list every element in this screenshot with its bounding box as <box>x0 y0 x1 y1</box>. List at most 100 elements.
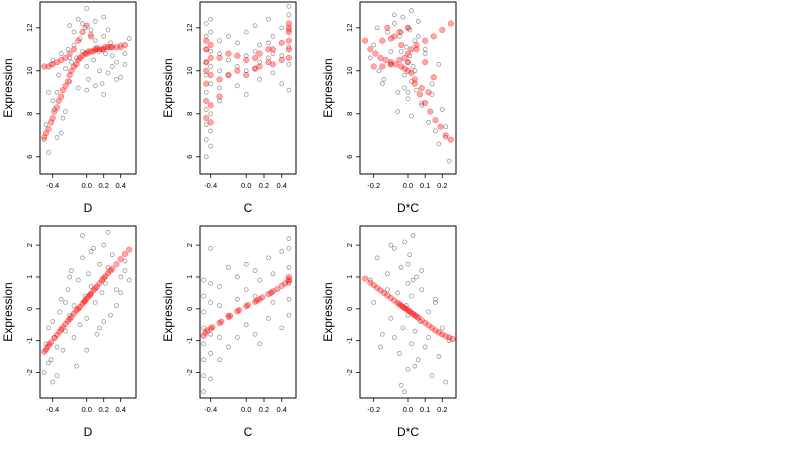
data-point <box>80 233 85 238</box>
x-tick-label: 0.0 <box>403 181 413 190</box>
x-tick-label: 0.0 <box>403 405 413 414</box>
y-axis-label: Expression <box>1 58 15 117</box>
data-point <box>67 79 73 84</box>
y-axis-label: Expression <box>1 282 15 341</box>
data-point <box>46 89 51 95</box>
data-point <box>279 249 285 254</box>
fitted-point <box>370 63 377 70</box>
data-point <box>226 57 231 63</box>
data-point <box>101 242 107 248</box>
x-axis-label: D*C <box>397 201 419 215</box>
data-point <box>201 309 206 315</box>
data-point <box>217 51 222 56</box>
data-point <box>234 296 240 302</box>
fitted-point <box>98 46 106 53</box>
fitted-point <box>401 65 408 72</box>
data-point <box>88 27 94 33</box>
fitted-point <box>398 63 405 70</box>
fitted-point <box>432 117 439 124</box>
data-point <box>208 331 214 337</box>
chart-panel-2: -0.4 0.0 0.2 0.4 6 8 10 12 C Expression <box>161 1 297 215</box>
data-point <box>217 357 222 363</box>
data-point <box>122 61 128 67</box>
data-point <box>46 325 51 331</box>
fitted-point <box>225 72 232 79</box>
x-tick-label: -0.4 <box>204 181 217 190</box>
fitted-point <box>64 78 72 85</box>
data-point <box>217 68 222 74</box>
fitted-point <box>411 76 418 83</box>
data-point <box>243 29 249 35</box>
fitted-point <box>92 46 99 53</box>
data-point <box>407 252 413 258</box>
data-point <box>279 53 285 59</box>
data-point <box>92 83 98 89</box>
data-point <box>388 242 394 248</box>
fitted-point <box>243 57 250 64</box>
data-point <box>84 64 90 69</box>
y-axis-label: Expression <box>161 282 175 341</box>
data-point <box>80 255 85 261</box>
fitted-point <box>285 273 292 281</box>
data-point <box>252 293 258 299</box>
data-point <box>109 64 115 69</box>
fitted-point <box>209 324 216 331</box>
data-point <box>279 325 285 331</box>
data-point <box>84 316 90 321</box>
fitted-point <box>278 57 285 64</box>
data-point <box>208 16 214 22</box>
data-point <box>266 16 271 22</box>
fitted-point <box>404 67 412 74</box>
fitted-point <box>207 119 214 126</box>
data-point <box>71 29 77 35</box>
x-tick-label: 0.4 <box>115 405 125 414</box>
fitted-point <box>259 294 266 301</box>
points-group <box>41 230 133 385</box>
fitted-point <box>45 125 52 132</box>
y-tick-label: 2 <box>25 243 34 247</box>
points-group <box>200 236 292 394</box>
data-point <box>257 277 262 283</box>
data-point <box>234 274 240 280</box>
data-point <box>208 376 214 382</box>
y-tick-label: 2 <box>185 243 194 247</box>
data-point <box>436 61 442 67</box>
data-point <box>114 287 119 293</box>
fitted-point <box>382 57 389 64</box>
fitted-point <box>413 313 420 320</box>
data-point <box>203 59 209 65</box>
data-point <box>243 322 249 328</box>
fitted-point <box>285 278 292 285</box>
fitted-point <box>285 54 292 61</box>
chart-panel-4: -0.4 0.0 0.2 0.4 -2 -1 0 1 2 D Expression <box>1 225 137 439</box>
y-tick-label: 8 <box>25 112 34 116</box>
data-point <box>446 158 452 164</box>
data-point <box>65 287 71 293</box>
data-point <box>378 344 383 350</box>
data-point <box>443 379 449 385</box>
data-point <box>429 373 435 379</box>
data-point <box>126 277 132 283</box>
data-point <box>122 51 128 56</box>
fitted-point <box>126 246 133 253</box>
x-tick-label: -0.4 <box>204 405 217 414</box>
fitted-point <box>104 44 112 51</box>
fitted-point <box>408 46 415 53</box>
data-point <box>402 72 407 78</box>
data-point <box>91 245 96 251</box>
fitted-point <box>404 59 412 66</box>
data-point <box>201 389 206 394</box>
data-point <box>57 309 62 315</box>
fitted-point <box>102 44 109 51</box>
data-point <box>203 34 209 39</box>
data-point <box>405 366 411 372</box>
fitted-point <box>58 93 65 100</box>
data-point <box>286 236 292 242</box>
fitted-point <box>203 80 210 87</box>
fitted-point <box>107 267 114 274</box>
plot-frame <box>199 1 297 175</box>
plot-frame <box>39 225 137 399</box>
data-point <box>43 122 49 127</box>
data-point <box>203 122 209 127</box>
